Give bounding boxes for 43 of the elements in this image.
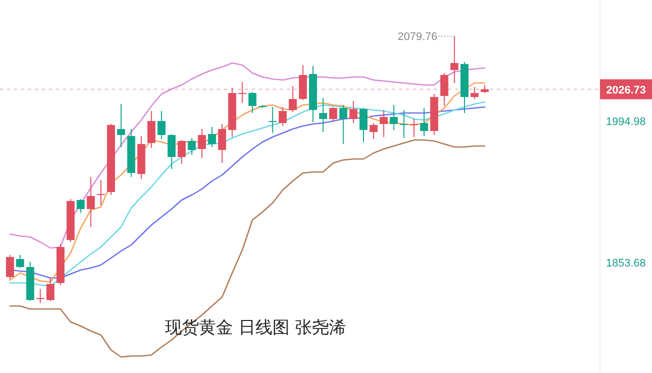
candlestick bbox=[440, 72, 448, 106]
candlestick bbox=[168, 134, 176, 170]
candlestick bbox=[248, 92, 256, 114]
candlestick bbox=[349, 100, 358, 124]
y-tick-label: 1994.98 bbox=[606, 116, 646, 128]
candlestick bbox=[360, 108, 368, 142]
candlestick bbox=[298, 64, 307, 100]
candlestick bbox=[147, 110, 156, 148]
candlestick bbox=[36, 288, 44, 304]
candlestick bbox=[188, 138, 196, 156]
candlestick bbox=[268, 106, 277, 134]
candlestick bbox=[278, 106, 287, 126]
candlestick bbox=[329, 106, 338, 122]
candlestick bbox=[410, 118, 418, 138]
candlestick bbox=[6, 254, 14, 280]
candlestick bbox=[208, 126, 216, 148]
candlestick bbox=[420, 108, 428, 136]
candlestick bbox=[390, 104, 398, 130]
line-series bbox=[9, 62, 486, 249]
candlestick bbox=[16, 254, 24, 268]
candlestick bbox=[339, 104, 348, 144]
ref-line-label: 2026.73 bbox=[606, 84, 646, 96]
candlestick bbox=[238, 82, 246, 104]
candlestick bbox=[319, 98, 328, 132]
candlestick bbox=[117, 104, 126, 148]
line-series bbox=[9, 139, 486, 358]
annotation: 2079.76 bbox=[398, 31, 438, 44]
candlestick bbox=[46, 278, 54, 302]
candlestick bbox=[198, 128, 206, 158]
candlestick bbox=[86, 176, 95, 228]
candlestick bbox=[380, 110, 388, 138]
candlestick bbox=[96, 180, 105, 206]
candlestick bbox=[288, 86, 297, 112]
candlestick bbox=[450, 36, 458, 84]
candlestick bbox=[158, 110, 166, 140]
candlestick bbox=[178, 140, 186, 164]
candlestick bbox=[400, 110, 408, 138]
candlestick bbox=[76, 198, 85, 214]
candlestick bbox=[470, 86, 479, 100]
candlestick bbox=[218, 124, 226, 164]
text: 现货黄金 日线图 张尧浠 bbox=[165, 318, 346, 338]
candlestick bbox=[370, 122, 378, 140]
y-tick-label: 1853.68 bbox=[606, 257, 646, 270]
